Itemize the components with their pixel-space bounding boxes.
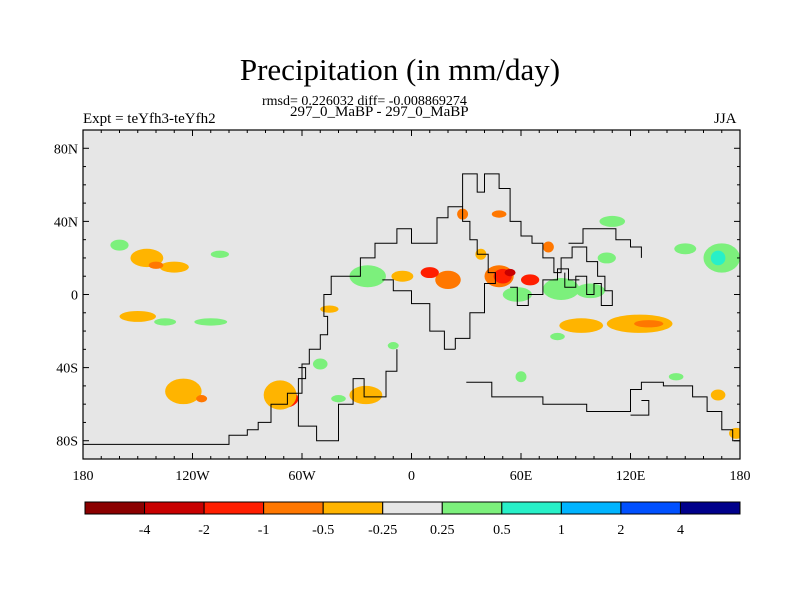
- anomaly-layer: [110, 208, 740, 439]
- anomaly-region: [349, 385, 383, 405]
- anomaly-region: [729, 427, 740, 439]
- anomaly-region: [391, 270, 414, 282]
- anomaly-region: [194, 318, 228, 326]
- colorbar-label: 0.25: [430, 523, 455, 538]
- anomaly-region: [119, 310, 156, 322]
- anomaly-region: [668, 373, 684, 381]
- anomaly-region: [435, 270, 461, 290]
- y-tick-label: 80S: [56, 435, 78, 450]
- x-tick-label: 180: [730, 469, 751, 484]
- colorbar-swatch: [679, 501, 741, 515]
- stats-text: rmsd= 0.226032 diff= -0.008869274: [262, 94, 467, 109]
- anomaly-region: [263, 380, 297, 410]
- coastline: [382, 279, 456, 350]
- colorbar-label: 2: [617, 523, 624, 538]
- anomaly-region: [154, 318, 177, 326]
- anomaly-region: [634, 320, 664, 328]
- coastline: [510, 268, 580, 306]
- y-tick-label: 80N: [54, 142, 78, 157]
- run-label: 297_0_MaBP - 297_0_MaBP: [290, 104, 469, 120]
- anomaly-region: [521, 274, 540, 286]
- anomaly-region: [575, 283, 605, 299]
- y-tick-label: 40N: [54, 215, 78, 230]
- colorbar-swatch: [620, 501, 681, 515]
- colorbar-label: -0.25: [368, 523, 397, 538]
- colorbar-label: -2: [198, 523, 210, 538]
- x-tick-label: 60W: [288, 469, 316, 484]
- colorbar-label: -1: [258, 523, 270, 538]
- coastline: [462, 173, 613, 306]
- anomaly-region: [710, 389, 726, 401]
- colorbar: -4 -2 -1 -0.5 -0.25 0.25 0.5 1 2 4: [84, 501, 741, 538]
- colorbar-label: -0.5: [312, 523, 334, 538]
- y-tick-label: 40S: [56, 362, 78, 377]
- colorbar-swatch: [322, 501, 384, 515]
- anomaly-region: [515, 371, 527, 383]
- anomaly-region: [542, 278, 580, 300]
- season-label: JJA: [714, 111, 737, 127]
- y-tick-label: 0: [71, 289, 78, 304]
- experiment-label: Expt = teYfh3-teYfh2: [83, 111, 216, 127]
- anomaly-region: [542, 241, 554, 253]
- coastline: [466, 381, 740, 442]
- x-tick-label: 120E: [616, 469, 646, 484]
- anomaly-region: [491, 210, 507, 218]
- anomaly-region: [110, 239, 129, 251]
- anomaly-region: [550, 332, 565, 341]
- anomaly-region: [420, 267, 439, 279]
- anomaly-region: [710, 250, 726, 266]
- anomaly-region: [674, 243, 697, 255]
- anomaly-region: [196, 395, 208, 403]
- colorbar-swatch: [84, 501, 146, 515]
- colorbar-label: -4: [139, 523, 151, 538]
- colorbar-label: 4: [677, 523, 684, 538]
- colorbar-swatch: [203, 501, 265, 515]
- anomaly-region: [320, 305, 339, 313]
- x-tick-label: 0: [408, 469, 415, 484]
- coastline: [630, 400, 650, 416]
- anomaly-region: [387, 342, 399, 350]
- chart-title: Precipitation (in mm/day): [239, 52, 561, 87]
- colorbar-label: 0.5: [493, 523, 511, 538]
- plot-area: [83, 130, 740, 459]
- anomaly-region: [165, 378, 202, 405]
- anomaly-region: [210, 250, 229, 258]
- colorbar-label: 1: [558, 523, 565, 538]
- x-tick-label: 120W: [175, 469, 210, 484]
- x-tick-label: 60E: [510, 469, 533, 484]
- coastline: [297, 349, 398, 442]
- coastline: [568, 228, 642, 258]
- anomaly-region: [504, 268, 516, 277]
- axes: 180 120W 60W 0 60E 120E 180 80N 40N 0 40S 80S: [54, 129, 751, 484]
- anomaly-region: [331, 395, 346, 403]
- anomaly-region: [148, 261, 164, 269]
- colorbar-swatch: [382, 501, 443, 515]
- anomaly-region: [312, 358, 328, 370]
- colorbar-swatch: [263, 501, 324, 515]
- x-tick-label: 180: [73, 469, 94, 484]
- coastline: [83, 206, 496, 445]
- coastline-layer: [83, 173, 740, 445]
- colorbar-swatch: [441, 501, 503, 515]
- anomaly-region: [159, 261, 189, 273]
- anomaly-region: [559, 318, 604, 333]
- colorbar-swatch: [144, 501, 205, 515]
- anomaly-region: [597, 252, 616, 264]
- anomaly-region: [349, 265, 386, 288]
- colorbar-swatch: [501, 501, 562, 515]
- anomaly-region: [599, 215, 626, 227]
- colorbar-swatch: [560, 501, 622, 515]
